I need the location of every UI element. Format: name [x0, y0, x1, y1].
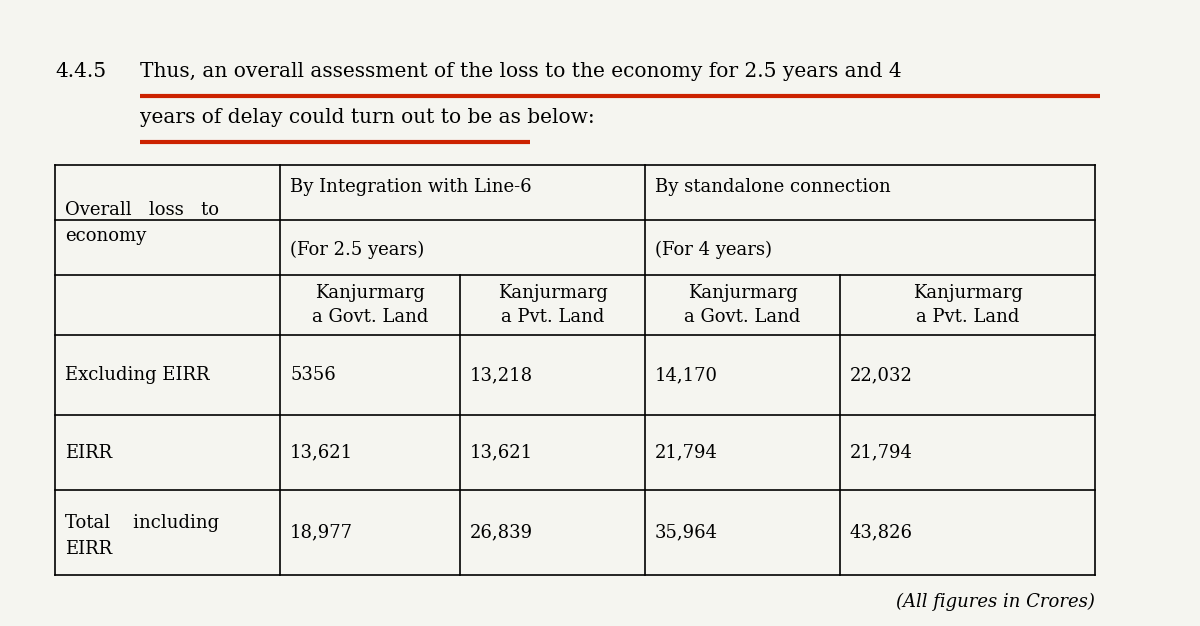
Text: Kanjurmarg
a Govt. Land: Kanjurmarg a Govt. Land: [312, 284, 428, 326]
Text: Kanjurmarg
a Pvt. Land: Kanjurmarg a Pvt. Land: [498, 284, 607, 326]
Text: 21,794: 21,794: [850, 443, 913, 461]
Text: Kanjurmarg
a Pvt. Land: Kanjurmarg a Pvt. Land: [912, 284, 1022, 326]
Text: (For 4 years): (For 4 years): [655, 240, 772, 259]
Text: Excluding EIRR: Excluding EIRR: [65, 366, 210, 384]
Text: 26,839: 26,839: [470, 523, 533, 541]
Text: Kanjurmarg
a Govt. Land: Kanjurmarg a Govt. Land: [684, 284, 800, 326]
Text: 14,170: 14,170: [655, 366, 718, 384]
Text: 13,621: 13,621: [470, 443, 533, 461]
Text: Overall   loss   to: Overall loss to: [65, 201, 220, 219]
Text: 35,964: 35,964: [655, 523, 718, 541]
Text: 13,218: 13,218: [470, 366, 533, 384]
Text: By Integration with Line-6: By Integration with Line-6: [290, 178, 532, 197]
Text: 13,621: 13,621: [290, 443, 353, 461]
Text: 43,826: 43,826: [850, 523, 913, 541]
Text: Total    including: Total including: [65, 513, 220, 531]
Text: 18,977: 18,977: [290, 523, 353, 541]
Text: 5356: 5356: [290, 366, 336, 384]
Text: EIRR: EIRR: [65, 540, 112, 558]
Text: 4.4.5: 4.4.5: [55, 62, 106, 81]
Text: By standalone connection: By standalone connection: [655, 178, 890, 197]
Text: Thus, an overall assessment of the loss to the economy for 2.5 years and 4: Thus, an overall assessment of the loss …: [140, 62, 901, 81]
Text: EIRR: EIRR: [65, 443, 112, 461]
Text: years of delay could turn out to be as below:: years of delay could turn out to be as b…: [140, 108, 595, 127]
Text: 22,032: 22,032: [850, 366, 913, 384]
Text: (All figures in Crores): (All figures in Crores): [896, 593, 1096, 611]
Text: (For 2.5 years): (For 2.5 years): [290, 240, 425, 259]
Text: economy: economy: [65, 227, 146, 245]
Text: 21,794: 21,794: [655, 443, 718, 461]
